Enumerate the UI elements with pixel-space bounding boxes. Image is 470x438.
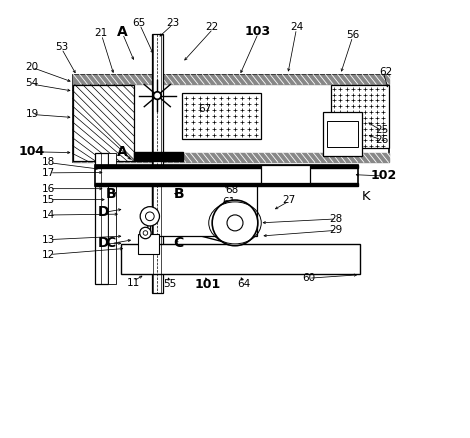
Text: C: C bbox=[105, 235, 116, 249]
Text: 14: 14 bbox=[42, 210, 55, 219]
Text: B: B bbox=[174, 187, 185, 201]
Text: B: B bbox=[106, 187, 117, 201]
Bar bbox=[323, 113, 362, 157]
Bar bbox=[73, 75, 389, 85]
Bar bbox=[261, 166, 310, 184]
Bar bbox=[134, 152, 183, 161]
Text: 17: 17 bbox=[42, 167, 55, 177]
Text: 25: 25 bbox=[375, 125, 388, 134]
Bar bbox=[94, 166, 358, 169]
Bar bbox=[182, 94, 261, 140]
Text: 101: 101 bbox=[195, 277, 221, 290]
Text: 22: 22 bbox=[205, 22, 219, 32]
Text: 12: 12 bbox=[42, 249, 55, 259]
Bar bbox=[73, 75, 389, 163]
Bar bbox=[331, 85, 389, 149]
Text: 65: 65 bbox=[133, 18, 146, 28]
Text: 13: 13 bbox=[42, 234, 55, 244]
Bar bbox=[108, 153, 116, 285]
Text: 26: 26 bbox=[375, 134, 388, 144]
Text: 29: 29 bbox=[329, 225, 343, 234]
Text: 56: 56 bbox=[346, 30, 359, 40]
Text: 15: 15 bbox=[42, 194, 55, 204]
Bar bbox=[94, 153, 108, 285]
Bar bbox=[73, 153, 389, 163]
Text: 18: 18 bbox=[42, 157, 55, 167]
Text: 11: 11 bbox=[126, 278, 140, 287]
Text: 21: 21 bbox=[94, 28, 107, 38]
Circle shape bbox=[153, 92, 161, 100]
Text: 27: 27 bbox=[282, 195, 295, 205]
Circle shape bbox=[143, 231, 148, 236]
Bar bbox=[327, 122, 358, 148]
Text: 55: 55 bbox=[164, 279, 177, 289]
Text: 53: 53 bbox=[55, 42, 68, 52]
Bar bbox=[152, 184, 257, 237]
Text: 67: 67 bbox=[198, 104, 212, 113]
Text: 62: 62 bbox=[379, 67, 392, 77]
Circle shape bbox=[140, 207, 159, 226]
Text: D: D bbox=[98, 204, 109, 218]
Text: 102: 102 bbox=[370, 169, 397, 182]
Text: 61: 61 bbox=[222, 197, 235, 206]
Text: 28: 28 bbox=[329, 213, 343, 223]
Text: D: D bbox=[98, 236, 109, 250]
Text: 104: 104 bbox=[19, 145, 45, 158]
Bar bbox=[121, 244, 360, 274]
Text: A: A bbox=[117, 25, 127, 39]
Circle shape bbox=[212, 201, 258, 246]
Text: 60: 60 bbox=[302, 273, 315, 283]
Circle shape bbox=[155, 94, 159, 99]
Circle shape bbox=[140, 228, 151, 239]
Bar bbox=[94, 184, 358, 187]
Text: C: C bbox=[173, 235, 183, 249]
Text: 23: 23 bbox=[166, 18, 179, 28]
Text: 16: 16 bbox=[42, 184, 55, 193]
Text: 103: 103 bbox=[245, 25, 271, 38]
Bar bbox=[138, 234, 158, 254]
Bar bbox=[72, 85, 134, 162]
Text: 64: 64 bbox=[237, 279, 251, 289]
Text: 24: 24 bbox=[290, 22, 303, 32]
Text: K: K bbox=[361, 190, 370, 203]
Text: A: A bbox=[117, 145, 128, 159]
Text: 20: 20 bbox=[26, 62, 39, 71]
Circle shape bbox=[146, 212, 154, 221]
Text: 68: 68 bbox=[226, 184, 239, 194]
Text: 54: 54 bbox=[25, 78, 39, 88]
Bar bbox=[94, 166, 358, 187]
Bar bbox=[152, 35, 163, 293]
Text: 19: 19 bbox=[25, 109, 39, 119]
Circle shape bbox=[227, 215, 243, 231]
